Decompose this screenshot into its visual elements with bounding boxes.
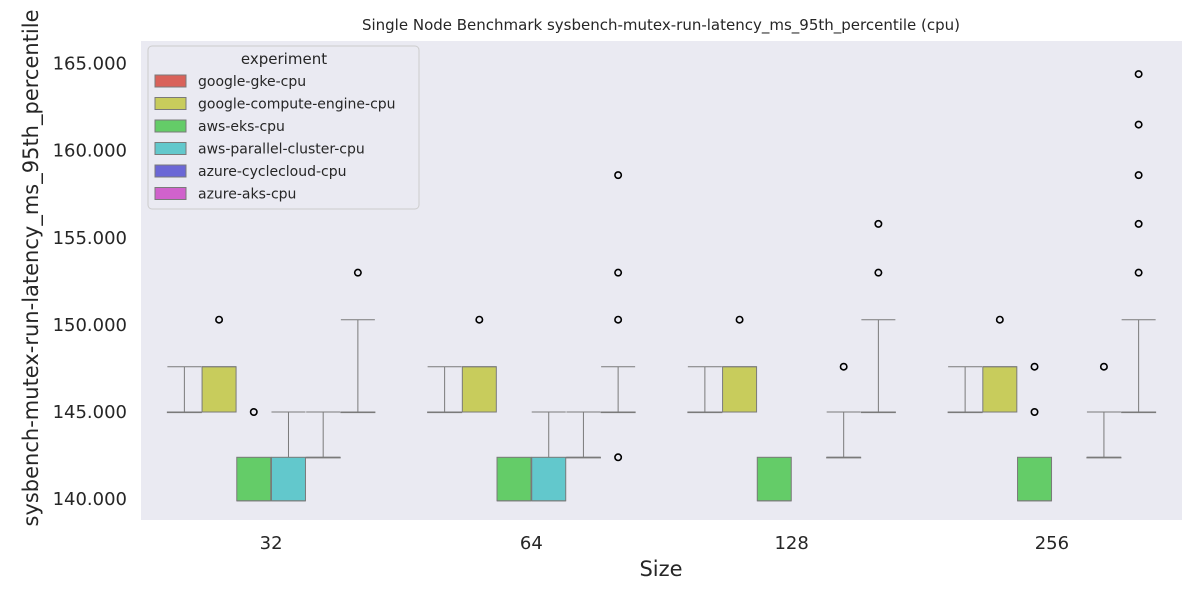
outlier-point: [1099, 362, 1108, 371]
outlier-point: [839, 362, 848, 371]
outlier-point: [353, 268, 362, 277]
legend-box: [147, 45, 420, 210]
x-tick-label: 64: [520, 533, 543, 554]
x-axis-ticks: 32 64 128 256: [260, 533, 1069, 554]
series-azure-aks-cpu: [340, 70, 1157, 462]
outlier-point: [614, 453, 623, 462]
outlier-point: [1134, 171, 1143, 180]
legend-entry: google-compute-engine-cpu: [198, 97, 396, 113]
legend-title: experiment: [241, 50, 327, 68]
legend-swatch: [154, 142, 187, 155]
outlier-point: [1030, 408, 1039, 417]
legend-entry: aws-parallel-cluster-cpu: [198, 142, 365, 158]
legend-entry: azure-aks-cpu: [198, 187, 296, 203]
legend-entry: azure-cyclecloud-cpu: [198, 164, 347, 180]
x-tick-label: 256: [1035, 533, 1069, 554]
outlier-point: [1134, 268, 1143, 277]
x-tick-label: 32: [260, 533, 283, 554]
outlier-point: [874, 219, 883, 228]
box: [756, 456, 792, 502]
outlier-point: [215, 315, 224, 324]
box: [531, 456, 567, 502]
chart-title: Single Node Benchmark sysbench-mutex-run…: [362, 16, 960, 35]
outlier-point: [614, 171, 623, 180]
outlier-point: [614, 268, 623, 277]
outlier-point: [1134, 120, 1143, 129]
y-tick-label: 150.000: [53, 315, 127, 336]
outlier-point: [874, 268, 883, 277]
series-aws-eks-cpu: [236, 362, 1053, 502]
legend: experiment google-gke-cpu google-compute-…: [147, 45, 420, 210]
x-axis-label: Size: [639, 557, 682, 581]
y-tick-label: 140.000: [53, 489, 127, 510]
series-google-gke-cpu: [166, 366, 983, 414]
box: [1017, 456, 1053, 502]
legend-swatch: [154, 97, 187, 110]
legend-entry: aws-eks-cpu: [198, 119, 285, 135]
outlier-point: [995, 315, 1004, 324]
box: [461, 366, 497, 413]
boxes-layer: [166, 70, 1157, 502]
legend-entry: google-gke-cpu: [198, 74, 306, 90]
box: [496, 456, 532, 502]
series-google-compute-engine-cpu: [201, 315, 1018, 413]
legend-swatch: [154, 164, 187, 178]
outlier-point: [249, 408, 258, 417]
outlier-point: [614, 315, 623, 324]
y-axis-label: sysbench-mutex-run-latency_ms_95th_perce…: [19, 9, 44, 526]
outlier-point: [1134, 70, 1143, 79]
outlier-point: [1134, 219, 1143, 228]
legend-swatch: [154, 187, 187, 200]
box: [722, 366, 758, 413]
legend-swatch: [154, 74, 187, 88]
box: [236, 456, 272, 502]
outlier-point: [735, 315, 744, 324]
legend-swatch: [154, 119, 187, 133]
y-tick-label: 155.000: [53, 228, 127, 249]
y-axis-ticks: 140.000 145.000 150.000 155.000 160.000 165.0…: [53, 54, 127, 510]
box: [201, 366, 237, 413]
box: [982, 366, 1018, 413]
outlier-point: [475, 315, 484, 324]
series-aws-parallel-cluster-cpu: [270, 411, 567, 502]
x-tick-label: 128: [774, 533, 808, 554]
y-tick-label: 145.000: [53, 402, 127, 423]
box: [270, 456, 306, 502]
outlier-point: [1030, 362, 1039, 371]
y-tick-label: 165.000: [53, 54, 127, 75]
y-tick-label: 160.000: [53, 141, 127, 162]
series-azure-cyclecloud-cpu: [305, 362, 1122, 459]
